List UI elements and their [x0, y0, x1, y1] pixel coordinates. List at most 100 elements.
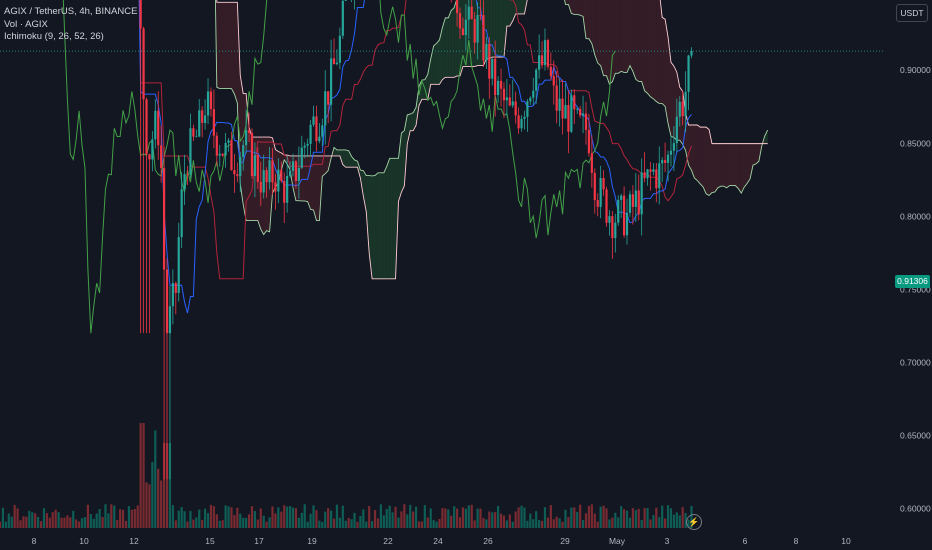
- candle-body: [511, 101, 514, 106]
- volume-bar: [201, 519, 204, 528]
- x-tick-label: 19: [307, 536, 317, 546]
- ichimoku-cloud-segment: [404, 114, 408, 186]
- ichimoku-cloud-segment: [430, 45, 434, 85]
- ichimoku-cloud-segment: [313, 155, 317, 221]
- currency-button[interactable]: USDT: [896, 4, 928, 22]
- volume-bar: [104, 504, 107, 528]
- volume-bar: [80, 518, 84, 528]
- ichimoku-cloud-segment: [495, 0, 499, 58]
- volume-bar: [86, 504, 89, 528]
- ichimoku-cloud-segment: [451, 7, 455, 78]
- volume-bar: [127, 506, 131, 528]
- ichimoku-cloud-segment: [228, 2, 232, 89]
- volume-bar: [625, 510, 629, 528]
- volume-bar: [353, 512, 356, 528]
- volume-bar: [397, 517, 400, 528]
- volume-bar: [365, 521, 368, 528]
- ichimoku-cloud-segment: [653, 0, 657, 102]
- volume-bar: [206, 513, 210, 528]
- candle-body: [649, 169, 652, 172]
- symbol-label[interactable]: AGIX / TetherUS, 4h, BINANCE: [4, 6, 138, 17]
- volume-bar: [212, 506, 215, 528]
- volume-label[interactable]: Vol · AGIX: [4, 18, 48, 30]
- ichimoku-cloud-segment: [627, 0, 630, 73]
- candle-body: [247, 130, 251, 133]
- candle-body: [192, 128, 195, 137]
- volume-bar: [151, 462, 154, 528]
- ichimoku-cloud-segment: [436, 39, 440, 85]
- ichimoku-cloud-segment: [665, 19, 669, 124]
- ichimoku-cloud-segment: [632, 0, 636, 80]
- candle-body: [195, 136, 198, 138]
- candle-body: [204, 115, 207, 123]
- candle-body: [576, 108, 579, 110]
- volume-bar: [467, 505, 470, 528]
- volume-bar: [441, 508, 444, 528]
- candle-body: [543, 40, 547, 66]
- volume-bar: [329, 510, 333, 528]
- candle-body: [224, 142, 227, 156]
- volume-bar: [596, 521, 599, 528]
- ichimoku-cloud-segment: [662, 17, 666, 107]
- candle-body: [212, 109, 215, 136]
- volume-bar: [529, 513, 532, 528]
- volume-bar: [538, 520, 541, 528]
- volume-bar: [517, 507, 520, 528]
- candle-body: [675, 116, 678, 144]
- candle-body: [634, 190, 637, 207]
- candle-body: [637, 190, 640, 215]
- volume-bar: [42, 508, 46, 528]
- volume-bar: [19, 520, 22, 528]
- x-tick-label: 17: [254, 536, 264, 546]
- ichimoku-cloud-segment: [407, 114, 411, 144]
- candle-body: [473, 19, 476, 43]
- volume-bar: [36, 516, 40, 528]
- x-tick-label: May: [609, 536, 626, 546]
- candle-body: [666, 154, 670, 163]
- volume-bar: [271, 506, 274, 528]
- ichimoku-cloud-segment: [216, 2, 220, 89]
- volume-bar: [511, 521, 514, 528]
- x-tick-label: 22: [383, 536, 393, 546]
- volume-bar: [160, 480, 163, 528]
- ichimoku-cloud-segment: [580, 0, 584, 17]
- candle-body: [148, 154, 151, 160]
- volume-bar: [236, 507, 239, 528]
- lightning-icon[interactable]: ⚡: [686, 514, 702, 530]
- candle-body: [338, 35, 341, 63]
- volume-bar: [239, 513, 242, 528]
- candle-body: [268, 160, 271, 183]
- tenkan-line: [138, 0, 692, 314]
- volume-bar: [209, 504, 213, 528]
- candle-body: [517, 115, 520, 129]
- volume-bar: [576, 511, 579, 528]
- volume-bar: [450, 515, 453, 528]
- volume-bar: [611, 517, 614, 528]
- candle-body: [332, 58, 336, 65]
- volume-bar: [570, 507, 573, 528]
- volume-bar: [233, 515, 236, 528]
- ichimoku-cloud-segment: [325, 155, 329, 174]
- volume-bar: [119, 509, 122, 528]
- ichimoku-cloud-segment: [597, 0, 601, 66]
- candle-body: [552, 76, 555, 86]
- volume-bar: [426, 517, 429, 528]
- volume-bar: [192, 519, 195, 528]
- candle-body: [672, 143, 675, 151]
- x-tick-label: 10: [841, 536, 851, 546]
- volume-bar: [101, 517, 104, 528]
- candle-body: [479, 15, 482, 16]
- volume-bar: [130, 509, 133, 528]
- candle-body: [681, 101, 684, 117]
- candle-body: [599, 177, 602, 207]
- candle-body: [230, 140, 233, 170]
- volume-bar: [675, 512, 678, 528]
- indicator-label[interactable]: Ichimoku (9, 26, 52, 26): [4, 31, 104, 42]
- volume-bar: [473, 520, 476, 528]
- candle-body: [183, 174, 186, 190]
- ichimoku-cloud-segment: [565, 0, 569, 5]
- volume-bar: [584, 513, 588, 528]
- candle-body: [344, 0, 347, 1]
